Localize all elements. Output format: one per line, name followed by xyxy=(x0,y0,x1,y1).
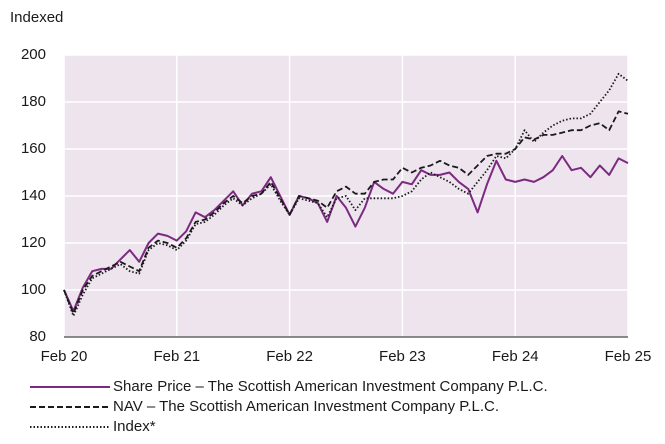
y-tick-label: 80 xyxy=(29,328,46,345)
y-tick-label: 200 xyxy=(21,46,46,63)
y-tick-label: 120 xyxy=(21,234,46,251)
series-line xyxy=(63,72,629,317)
x-tick-label: Feb 25 xyxy=(605,348,652,365)
x-tick-label: Feb 20 xyxy=(41,348,88,365)
x-tick-label: Feb 23 xyxy=(379,348,426,365)
legend-label: Index* xyxy=(113,418,156,435)
series-line xyxy=(63,155,629,313)
y-tick-label: 160 xyxy=(21,140,46,157)
legend-label: Share Price – The Scottish American Inve… xyxy=(113,378,548,395)
y-axis-title: Indexed xyxy=(10,9,63,26)
legend-label: NAV – The Scottish American Investment C… xyxy=(113,398,499,415)
y-tick-label: 140 xyxy=(21,187,46,204)
y-tick-label: 180 xyxy=(21,93,46,110)
y-tick-label: 100 xyxy=(21,281,46,298)
x-tick-label: Feb 24 xyxy=(492,348,539,365)
x-tick-label: Feb 21 xyxy=(153,348,200,365)
series-line xyxy=(63,110,629,315)
x-tick-label: Feb 22 xyxy=(266,348,313,365)
